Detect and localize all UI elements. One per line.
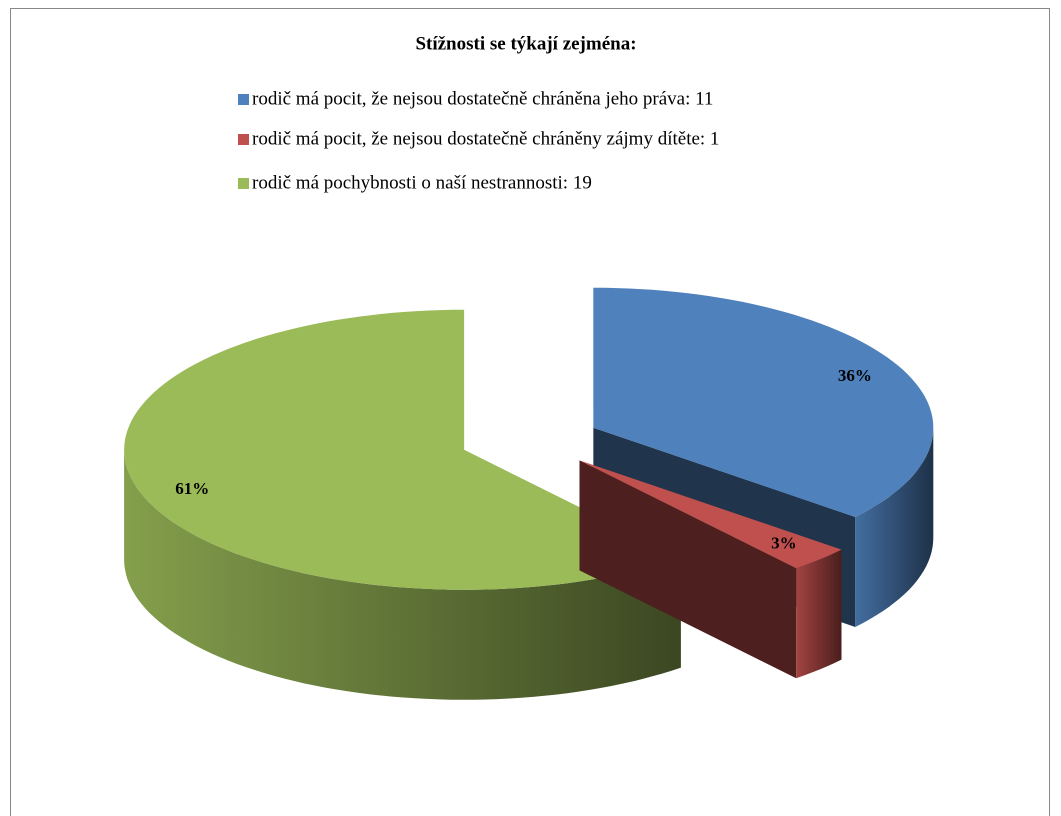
slice-top [593,287,934,517]
legend-label: rodič má pochybnosti o naší nestrannosti… [252,172,592,193]
legend-swatch [238,134,249,145]
legend-swatch [238,94,249,105]
legend-label: rodič má pocit, že nejsou dostatečně chr… [252,128,719,149]
pie-slice [579,460,842,679]
chart-title: Stížnosti se týkají zejména: [415,33,636,54]
slice-cut-face [579,460,797,679]
slice-top [124,309,681,590]
pie-slice [124,309,681,700]
slice-wall [124,449,681,700]
data-label: 3% [771,533,797,552]
legend-label: rodič má pocit, že nejsou dostatečně chr… [252,88,713,109]
data-label: 61% [175,479,209,498]
slice-wall [796,549,842,679]
slice-top [579,460,842,569]
data-label: 36% [838,366,872,385]
legend-swatch [238,178,249,189]
slice-wall [855,427,934,627]
